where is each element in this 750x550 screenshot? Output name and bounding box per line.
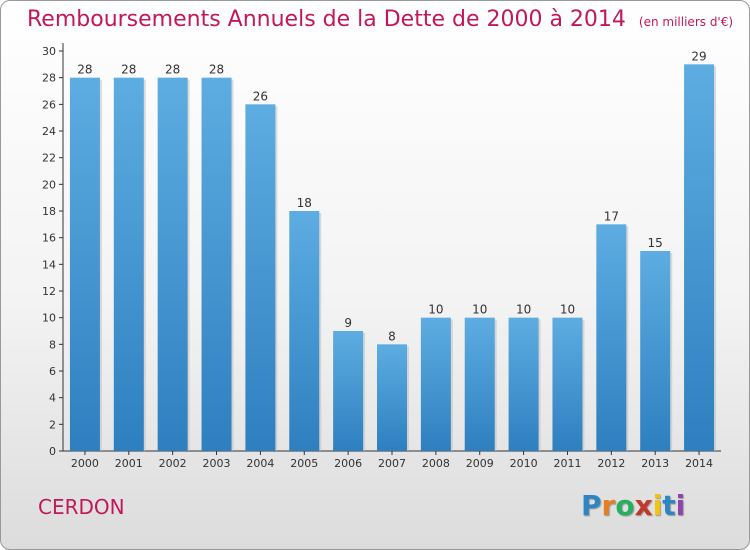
y-tick-label: 10 <box>42 312 56 325</box>
x-tick-label: 2004 <box>246 457 274 470</box>
y-tick-label: 24 <box>42 125 56 138</box>
y-tick-label: 20 <box>42 178 56 191</box>
bar-value-label: 10 <box>472 303 487 317</box>
x-tick-label: 2006 <box>334 457 362 470</box>
bar-value-label: 28 <box>121 63 136 77</box>
proxiti-logo: Proxiti <box>581 489 686 522</box>
y-tick-label: 12 <box>42 285 56 298</box>
y-tick-label: 18 <box>42 205 56 218</box>
bar <box>201 77 232 452</box>
bar <box>289 211 320 451</box>
y-tick-label: 4 <box>49 392 56 405</box>
y-tick-label: 16 <box>42 232 56 245</box>
x-tick-label: 2009 <box>466 457 494 470</box>
x-tick-label: 2000 <box>71 457 99 470</box>
x-tick-label: 2011 <box>553 457 581 470</box>
x-tick-label: 2010 <box>510 457 538 470</box>
bar-value-label: 15 <box>648 236 663 250</box>
bar-value-label: 10 <box>428 303 443 317</box>
chart-title-block: Remboursements Annuels de la Dette de 20… <box>27 7 733 32</box>
x-tick-label: 2005 <box>290 457 318 470</box>
x-tick-label: 2001 <box>115 457 143 470</box>
bar-value-label: 28 <box>209 63 224 77</box>
bar-value-label: 10 <box>560 303 575 317</box>
x-tick-label: 2007 <box>378 457 406 470</box>
commune-name: CERDON <box>38 495 125 519</box>
x-tick-label: 2008 <box>422 457 450 470</box>
bar-value-label: 9 <box>344 316 352 330</box>
y-tick-label: 22 <box>42 152 56 165</box>
bar-value-label: 10 <box>516 303 531 317</box>
y-tick-label: 6 <box>49 365 56 378</box>
bar <box>684 64 715 452</box>
bar <box>420 317 451 451</box>
bar <box>464 317 495 451</box>
x-tick-label: 2013 <box>641 457 669 470</box>
bar-value-label: 8 <box>388 329 396 343</box>
x-tick-label: 2014 <box>685 457 713 470</box>
x-tick-label: 2012 <box>597 457 625 470</box>
x-tick-label: 2002 <box>159 457 187 470</box>
y-tick-label: 2 <box>49 418 56 431</box>
bar <box>508 317 539 451</box>
y-tick-label: 14 <box>42 258 56 271</box>
chart-title: Remboursements Annuels de la Dette de 20… <box>27 7 626 32</box>
y-tick-label: 28 <box>42 72 56 85</box>
bar <box>552 317 583 451</box>
bar-value-label: 26 <box>253 89 268 103</box>
bar <box>596 224 627 451</box>
chart-unit: (en milliers d'€) <box>638 15 734 29</box>
y-tick-label: 8 <box>49 338 56 351</box>
x-tick-label: 2003 <box>203 457 231 470</box>
bar-value-label: 29 <box>691 49 706 63</box>
bar <box>640 251 671 451</box>
bar <box>333 331 364 451</box>
bar <box>377 344 407 451</box>
bar-value-label: 17 <box>604 209 619 223</box>
y-tick-label: 26 <box>42 98 56 111</box>
bar-value-label: 28 <box>165 63 180 77</box>
bar <box>69 77 100 452</box>
bar <box>113 77 144 452</box>
y-tick-label: 0 <box>49 445 56 458</box>
bar-value-label: 18 <box>297 196 312 210</box>
bar <box>245 104 276 451</box>
bar <box>157 77 188 452</box>
bar-value-label: 28 <box>77 63 92 77</box>
y-tick-label: 30 <box>42 45 56 58</box>
